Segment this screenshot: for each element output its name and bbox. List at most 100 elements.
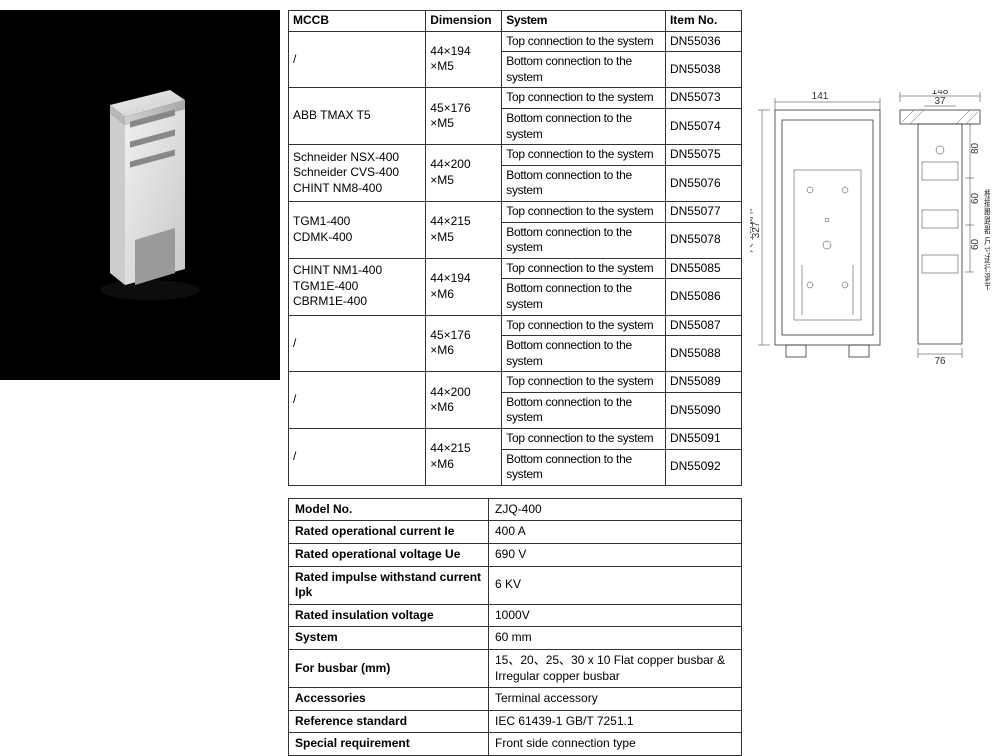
spec-label: Accessories <box>289 688 489 711</box>
svg-text:60: 60 <box>970 192 981 204</box>
spec-value: ZJQ-400 <box>489 498 742 521</box>
dimension-cell: 44×215 ×M6 <box>426 429 502 486</box>
dimension-cell: 44×194 ×M6 <box>426 258 502 315</box>
svg-text:76: 76 <box>934 356 946 367</box>
system-cell: Bottom connection to the system <box>502 392 666 428</box>
spec-row: Special requirementFront side connection… <box>289 733 742 756</box>
mccb-cell: CHINT NM1-400 TGM1E-400 CBRM1E-400 <box>289 258 426 315</box>
spec-value: 690 V <box>489 544 742 567</box>
system-cell: Bottom connection to the system <box>502 279 666 315</box>
mccb-cell: ABB TMAX T5 <box>289 88 426 145</box>
spec-label: For busbar (mm) <box>289 650 489 688</box>
spec-label: Special requirement <box>289 733 489 756</box>
table-row: TGM1-400 CDMK-40044×215 ×M5Top connectio… <box>289 201 742 222</box>
col-mccb: MCCB <box>289 11 426 32</box>
spec-row: Rated operational current Ie400 A <box>289 521 742 544</box>
table-row: ABB TMAX T545×176 ×M5Top connection to t… <box>289 88 742 109</box>
item-cell: DN55036 <box>665 31 741 52</box>
dimension-cell: 44×215 ×M5 <box>426 201 502 258</box>
table-row: CHINT NM1-400 TGM1E-400 CBRM1E-40044×194… <box>289 258 742 279</box>
spec-row: For busbar (mm)15、20、25、30 x 10 Flat cop… <box>289 650 742 688</box>
table-row: /44×200 ×M6Top connection to the systemD… <box>289 372 742 393</box>
spec-row: Rated insulation voltage1000V <box>289 604 742 627</box>
item-cell: DN55074 <box>665 108 741 144</box>
system-cell: Bottom connection to the system <box>502 165 666 201</box>
item-cell: DN55089 <box>665 372 741 393</box>
item-cell: DN55075 <box>665 145 741 166</box>
dimension-drawing: 141 327 <box>750 90 990 380</box>
system-cell: Bottom connection to the system <box>502 108 666 144</box>
spec-label: System <box>289 627 489 650</box>
spec-value: 60 mm <box>489 627 742 650</box>
dimension-cell: 44×200 ×M5 <box>426 145 502 202</box>
col-item: Item No. <box>665 11 741 32</box>
table-row: /45×176 ×M6Top connection to the systemD… <box>289 315 742 336</box>
spec-table: Model No.ZJQ-400Rated operational curren… <box>288 498 742 756</box>
dimension-drawing-panel: 141 327 <box>750 0 1000 628</box>
col-dimension: Dimension <box>426 11 502 32</box>
spec-value: 6 KV <box>489 566 742 604</box>
spec-row: Reference standardIEC 61439-1 GB/T 7251.… <box>289 710 742 733</box>
spec-value: 15、20、25、30 x 10 Flat copper busbar & Ir… <box>489 650 742 688</box>
system-cell: Top connection to the system <box>502 201 666 222</box>
spec-label: Reference standard <box>289 710 489 733</box>
item-cell: DN55077 <box>665 201 741 222</box>
dimension-cell: 45×176 ×M6 <box>426 315 502 372</box>
spec-row: Model No.ZJQ-400 <box>289 498 742 521</box>
item-cell: DN55092 <box>665 449 741 485</box>
item-cell: DN55038 <box>665 52 741 88</box>
system-cell: Top connection to the system <box>502 145 666 166</box>
svg-text:60: 60 <box>970 238 981 250</box>
mccb-cell: Schneider NSX-400 Schneider CVS-400 CHIN… <box>289 145 426 202</box>
col-system: System <box>502 11 666 32</box>
system-cell: Top connection to the system <box>502 429 666 450</box>
system-cell: Bottom connection to the system <box>502 52 666 88</box>
table-row: /44×215 ×M6Top connection to the systemD… <box>289 429 742 450</box>
spec-value: IEC 61439-1 GB/T 7251.1 <box>489 710 742 733</box>
spec-label: Rated impulse withstand current Ipk <box>289 566 489 604</box>
system-cell: Top connection to the system <box>502 88 666 109</box>
spec-value: Front side connection type <box>489 733 742 756</box>
item-cell: DN55087 <box>665 315 741 336</box>
system-cell: Top connection to the system <box>502 258 666 279</box>
system-cell: Top connection to the system <box>502 372 666 393</box>
mccb-cell: / <box>289 315 426 372</box>
mccb-cell: / <box>289 429 426 486</box>
spec-row: AccessoriesTerminal accessory <box>289 688 742 711</box>
item-cell: DN55085 <box>665 258 741 279</box>
svg-text:37: 37 <box>934 96 946 107</box>
mccb-cell: / <box>289 31 426 88</box>
item-cell: DN55088 <box>665 336 741 372</box>
system-cell: Bottom connection to the system <box>502 222 666 258</box>
dimension-cell: 45×176 ×M5 <box>426 88 502 145</box>
dimension-cell: 44×194 ×M5 <box>426 31 502 88</box>
system-cell: Top connection to the system <box>502 315 666 336</box>
mccb-cell: / <box>289 372 426 429</box>
mccb-table: MCCB Dimension System Item No. /44×194 ×… <box>288 10 742 486</box>
table-header-row: MCCB Dimension System Item No. <box>289 11 742 32</box>
system-cell: Bottom connection to the system <box>502 336 666 372</box>
svg-text:141: 141 <box>812 91 829 102</box>
system-cell: Bottom connection to the system <box>502 449 666 485</box>
svg-text:尺寸可调节: 尺寸可调节 <box>750 207 754 252</box>
spec-value: 400 A <box>489 521 742 544</box>
table-row: /44×194 ×M5Top connection to the systemD… <box>289 31 742 52</box>
spec-label: Rated insulation voltage <box>289 604 489 627</box>
spec-value: Terminal accessory <box>489 688 742 711</box>
item-cell: DN55090 <box>665 392 741 428</box>
spec-value: 1000V <box>489 604 742 627</box>
spec-label: Rated operational voltage Ue <box>289 544 489 567</box>
spec-row: Rated impulse withstand current Ipk6 KV <box>289 566 742 604</box>
svg-text:80: 80 <box>970 142 981 154</box>
item-cell: DN55076 <box>665 165 741 201</box>
spec-row: Rated operational voltage Ue690 V <box>289 544 742 567</box>
product-image-panel <box>0 10 280 380</box>
item-cell: DN55086 <box>665 279 741 315</box>
item-cell: DN55091 <box>665 429 741 450</box>
system-cell: Top connection to the system <box>502 31 666 52</box>
product-render <box>80 85 200 305</box>
spec-label: Model No. <box>289 498 489 521</box>
item-cell: DN55078 <box>665 222 741 258</box>
spec-label: Rated operational current Ie <box>289 521 489 544</box>
tables-panel: MCCB Dimension System Item No. /44×194 ×… <box>280 0 750 628</box>
